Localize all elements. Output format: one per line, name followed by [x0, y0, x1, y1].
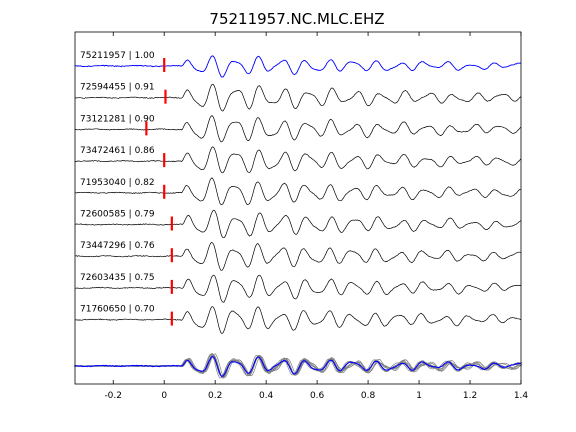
trace-line-72603435: [74, 274, 522, 303]
x-tick-label: 1.2: [463, 391, 477, 401]
trace-line-71953040: [74, 177, 521, 206]
trace-labels: 75211957 | 1.00 72594455 | 0.91 73121281 |…: [80, 51, 155, 315]
trace-line-75211957: [74, 55, 522, 78]
x-tick-label: 0.4: [259, 391, 274, 401]
x-tick-label: 0.6: [310, 391, 325, 401]
trace-line-72594455: [74, 83, 522, 112]
waveform-traces: [74, 55, 522, 334]
chart-title: 75211957.NC.MLC.EHZ: [209, 10, 384, 28]
x-tick-label: -0.2: [104, 391, 122, 401]
x-axis: -0.2 0 0.2 0.4 0.6 0.8 1 1.2 1.4: [104, 32, 528, 401]
stack-trace-reference: [74, 355, 522, 377]
x-tick-label: 0.2: [208, 391, 222, 401]
trace-label-71760650: 71760650 | 0.70: [80, 305, 155, 315]
trace-label-72600585: 72600585 | 0.79: [80, 210, 155, 220]
x-tick-label: 0.8: [361, 391, 376, 401]
trace-line-73472461: [74, 146, 522, 174]
trace-line-72600585: [74, 209, 522, 239]
trace-label-73121281: 73121281 | 0.90: [80, 114, 155, 124]
trace-line-73447296: [74, 242, 522, 271]
plot-area: [75, 32, 521, 384]
trace-label-75211957: 75211957 | 1.00: [80, 51, 155, 61]
x-tick-label: 1.4: [514, 391, 529, 401]
trace-label-72594455: 72594455 | 0.91: [80, 83, 155, 93]
pick-markers: [145, 58, 173, 326]
overlay-stack: [73, 352, 523, 379]
trace-line-73121281: [74, 115, 522, 143]
trace-label-72603435: 72603435 | 0.75: [80, 273, 155, 283]
trace-line-71760650: [74, 306, 521, 334]
trace-label-73472461: 73472461 | 0.86: [80, 146, 155, 156]
plot-frame: [74, 31, 522, 385]
trace-label-71953040: 71953040 | 0.82: [80, 178, 155, 188]
trace-label-73447296: 73447296 | 0.76: [80, 241, 155, 251]
x-tick-label: 0: [161, 391, 167, 401]
x-tick-label: 1: [416, 391, 422, 401]
